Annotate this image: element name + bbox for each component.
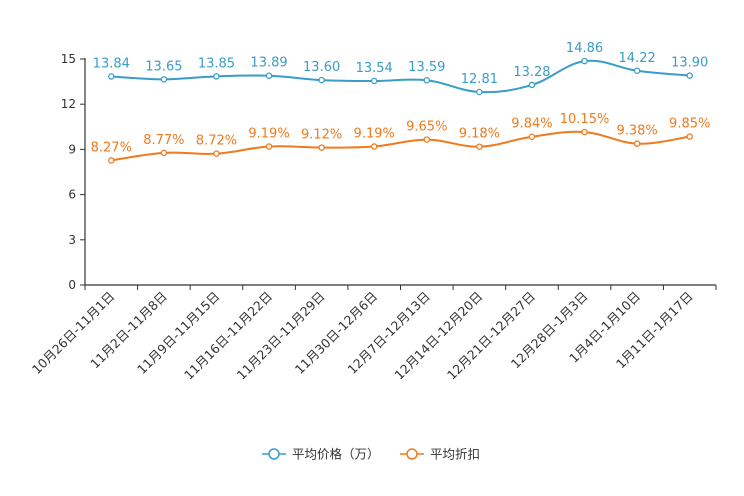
data-label: 14.86 [566, 41, 603, 56]
y-tick-label: 6 [68, 188, 76, 202]
data-point [318, 144, 325, 151]
legend-marker [406, 448, 418, 460]
data-label: 9.12% [301, 128, 342, 143]
legend-label: 平均价格（万） [292, 447, 380, 462]
data-point [108, 73, 115, 80]
data-label: 14.22 [619, 51, 656, 66]
data-label: 13.54 [356, 61, 393, 76]
data-point [528, 133, 536, 140]
data-point [423, 76, 431, 84]
data-label: 13.84 [93, 56, 130, 71]
data-label: 9.85% [669, 117, 710, 132]
axes-layer: 0369121510月26日-11月1日11月2日-11月8日11月9日-11月… [29, 52, 717, 383]
series-line-avg-price [110, 59, 691, 94]
data-label: 9.19% [248, 127, 289, 142]
data-point [528, 81, 536, 89]
data-point [213, 73, 220, 80]
data-label: 9.84% [511, 117, 552, 132]
y-tick-label: 12 [61, 97, 76, 111]
data-point [476, 88, 483, 96]
data-point [213, 150, 220, 157]
y-tick-label: 3 [68, 233, 76, 247]
data-label: 10.15% [560, 112, 610, 127]
data-label: 13.90 [671, 56, 708, 71]
data-point [108, 157, 115, 164]
data-point [686, 72, 693, 79]
x-tick-label: 11月23日-11月29日 [234, 289, 328, 383]
x-tick-label: 11月16日-11月22日 [181, 289, 275, 383]
data-label: 9.19% [354, 127, 395, 142]
data-point [633, 140, 641, 147]
legend-marker [268, 448, 280, 460]
legend-item-avg-discount: 平均折扣 [400, 447, 480, 462]
legend-label: 平均折扣 [430, 447, 480, 462]
data-point [265, 143, 273, 150]
data-point [370, 77, 378, 85]
data-label: 9.65% [406, 120, 447, 135]
data-label: 13.89 [250, 56, 287, 71]
data-label: 12.81 [461, 72, 498, 87]
data-label: 8.72% [196, 134, 237, 149]
data-point [423, 136, 431, 143]
data-point [265, 72, 273, 79]
data-label: 9.18% [459, 127, 500, 142]
data-point [633, 67, 641, 75]
data-label: 8.77% [143, 133, 184, 148]
data-label: 9.38% [616, 124, 657, 139]
data-point [318, 76, 325, 84]
data-point [160, 76, 168, 83]
data-label: 13.28 [513, 65, 550, 80]
y-tick-label: 15 [61, 52, 76, 66]
x-tick-label: 12月14日-12月20日 [391, 289, 485, 383]
y-tick-label: 0 [68, 278, 76, 292]
data-label: 13.65 [145, 59, 182, 74]
data-label: 13.85 [198, 56, 235, 71]
data-label: 8.27% [91, 140, 132, 155]
data-point [581, 57, 588, 65]
series-layer [108, 57, 693, 164]
data-point [686, 133, 693, 140]
data-label: 13.60 [303, 60, 340, 75]
y-tick-label: 9 [68, 142, 76, 156]
legend-item-avg-price: 平均价格（万） [262, 447, 380, 462]
data-label: 13.59 [408, 60, 445, 75]
data-point [476, 143, 483, 150]
x-tick-label: 12月21日-12月27日 [444, 289, 538, 383]
legend: 平均价格（万） 平均折扣 [262, 447, 480, 462]
series-line-avg-discount [110, 130, 691, 162]
data-point [160, 149, 168, 157]
data-point [370, 143, 378, 150]
data-point [581, 128, 588, 136]
labels-layer: 13.84 13.65 13.85 13.89 13.60 13.54 13.59 12.81… [91, 41, 711, 155]
